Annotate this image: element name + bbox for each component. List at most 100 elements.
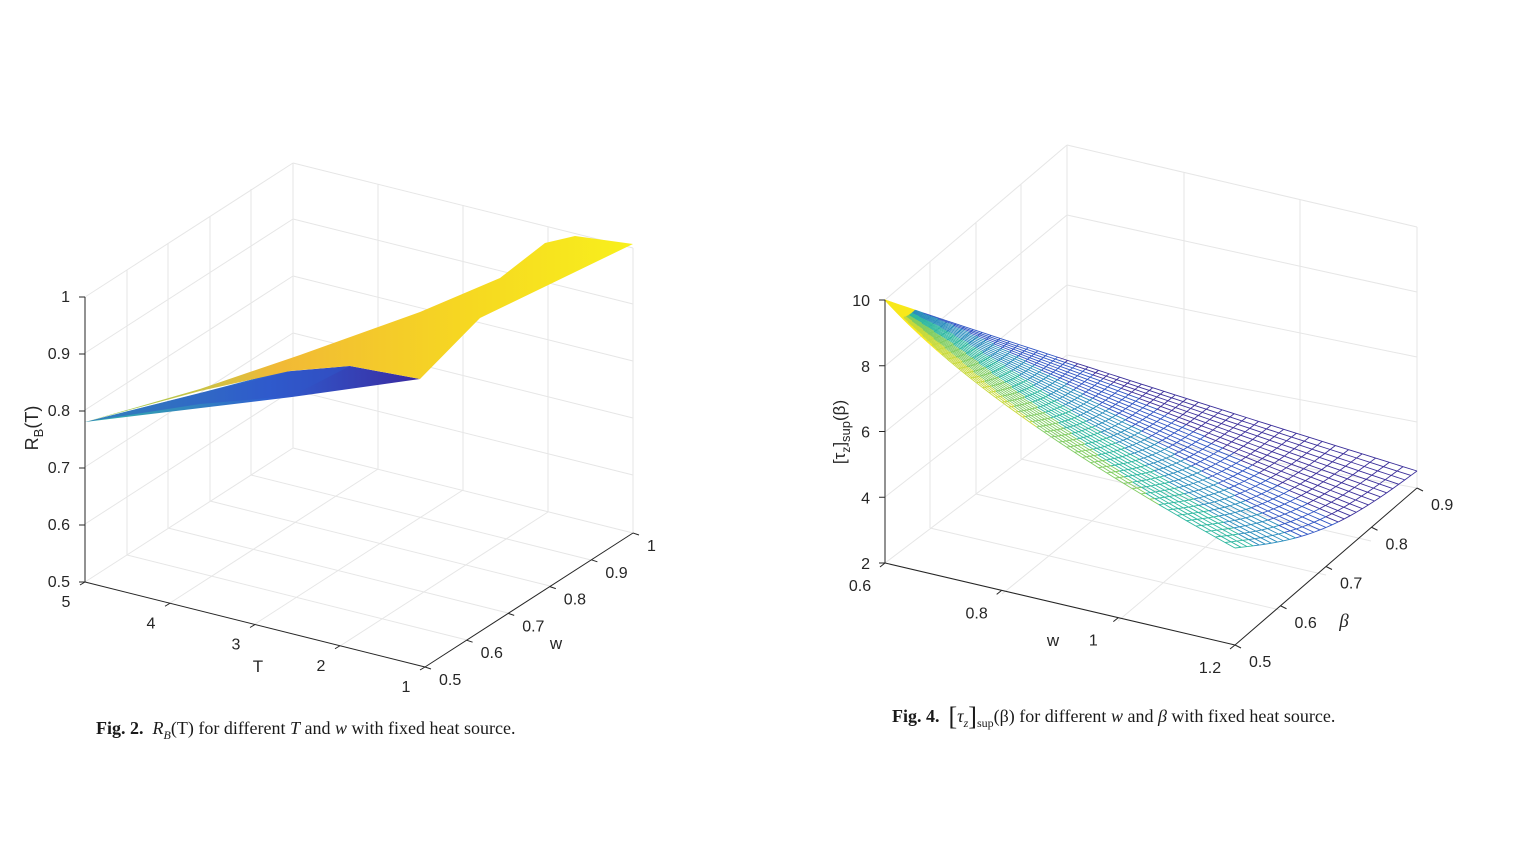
fig4-mesh-line [943,341,951,347]
fig4-mesh-line [1289,452,1302,458]
fig4-mesh-line [1121,387,1132,393]
fig4-mesh-line [1136,486,1142,489]
fig4-mesh-line [939,348,946,354]
fig4-mesh-line [985,366,989,368]
fig4-mesh-line [1331,498,1338,503]
fig4-mesh-line [935,321,944,326]
fig4-mesh-line [1159,476,1170,483]
fig4-mesh-line [976,369,979,371]
fig4-mesh-line [1202,477,1208,481]
fig4-mesh-line [1032,374,1035,378]
fig4-mesh-line [1061,421,1071,428]
fig4-mesh-line [1074,397,1078,400]
fig4-mesh-line [1127,380,1131,384]
fig4-mesh-line [1059,414,1069,421]
fig4-mesh-line [996,377,1005,383]
fig4-mesh-line [1043,404,1047,407]
fig4-mesh-line [943,323,953,328]
fig4-mesh-line [1218,489,1225,493]
fig4-mesh-line [1249,531,1261,539]
fig4-mesh-line [975,363,978,365]
fig4-mesh-line [1025,369,1029,372]
fig4-mesh-line [991,364,1000,370]
fig4-mesh-line [1183,492,1190,495]
fig4-mesh-line [1079,437,1089,444]
fig4-mesh-line [921,335,928,341]
fig4-mesh-line [1032,376,1042,382]
fig4-mesh-line [946,320,948,323]
fig4-mesh-line [1252,435,1258,440]
fig4-mesh-line [981,374,984,376]
fig4-mesh-line [1261,493,1274,500]
fig4-mesh-line [1004,401,1012,408]
fig4-mesh-line [1313,529,1321,533]
fig4-mesh-line [1247,464,1253,469]
fig4-mesh-line [1114,464,1124,471]
fig4-mesh-line [1017,374,1020,377]
fig4-mesh-line [1095,414,1100,417]
fig4-mesh-line [1052,423,1061,430]
fig4-mesh-line [948,328,951,331]
fig4-mesh-line [945,346,953,353]
fig4-mesh-line [1274,436,1287,442]
fig2-z-tick-label: 1 [61,289,70,306]
fig4-mesh-line [1202,518,1213,525]
fig4-mesh-line [911,312,919,318]
fig4-mesh-line [1027,402,1030,404]
fig4-mesh-line [1016,384,1025,391]
fig4-mesh-line [954,343,963,349]
fig4-mesh-line [913,319,921,325]
fig4-mesh-line [1248,475,1255,479]
fig4-mesh-line [1183,506,1189,509]
fig4-mesh-line [951,335,954,338]
fig4-mesh-line [923,321,931,326]
fig4-mesh-line [1223,520,1230,523]
fig4-mesh-line [1343,515,1351,520]
fig4-mesh-line [925,334,932,340]
fig4-mesh-line [980,342,983,345]
fig4-mesh-line [1208,486,1220,493]
fig4-mesh-line [968,343,977,348]
fig4-mesh-line [1118,410,1123,414]
fig4-mesh-line [1108,416,1113,420]
fig4-mesh-line [1014,356,1017,360]
fig4-mesh-line [1206,443,1212,447]
fig4-mesh-line [1128,394,1140,399]
fig4-mesh-line [1218,515,1230,522]
fig4-mesh-line [1048,394,1058,401]
fig4-mesh-line [1000,375,1009,382]
fig4-mesh-line [946,352,954,359]
fig4-mesh-line [1218,480,1224,484]
fig4-mesh-line [1048,409,1052,412]
fig4-mesh-line [1225,416,1231,421]
fig4-mesh-line [1283,428,1297,434]
fig4-mesh-line [958,368,965,374]
fig4-mesh-line [1155,491,1165,498]
fig4-mesh-line [1324,493,1338,500]
fig4-mesh-line [1099,438,1103,441]
fig4-mesh-line [993,362,996,365]
fig4-mesh-line [1106,466,1116,473]
fig4-mesh-line [1174,494,1180,497]
fig4-mesh-line [919,315,927,321]
fig4-mesh-line [981,332,992,336]
fig4-mesh-line [1013,405,1022,412]
fig4-mesh-line [1260,483,1273,489]
fig4-mesh-line [1114,392,1126,398]
fig2-y-tick [632,532,640,536]
fig4-mesh-line [1186,467,1198,474]
fig4-mesh-line [976,335,979,338]
fig4-mesh-line [912,311,921,316]
fig4-mesh-line [1132,474,1138,476]
fig4-mesh-line [925,340,932,346]
fig4-mesh-line [1004,372,1008,375]
fig4-mesh-line [1064,433,1069,436]
fig4-mesh-line [1250,450,1256,455]
fig4-mesh-line [976,355,985,361]
fig4-mesh-line [995,396,1003,403]
fig4-mesh-line [1150,446,1161,452]
fig4-mesh-line [1024,396,1033,403]
fig4-mesh-line [1221,468,1227,472]
fig4-mesh-line [1036,360,1040,364]
fig4-mesh-line [1319,519,1333,526]
